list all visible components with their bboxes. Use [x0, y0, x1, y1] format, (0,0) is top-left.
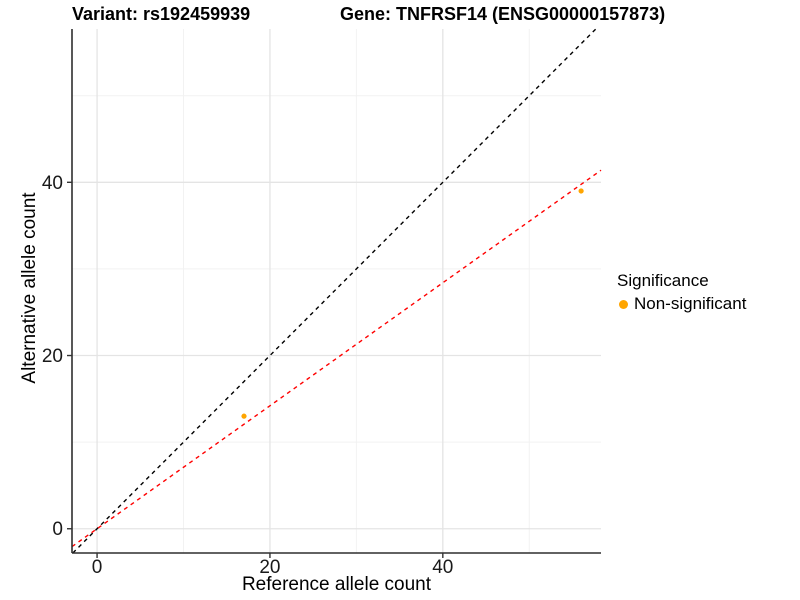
- x-tick-label: 20: [259, 557, 280, 578]
- variant-title: Variant: rs192459939: [72, 4, 251, 24]
- y-tick-label: 40: [42, 173, 63, 194]
- fit-line: [71, 169, 602, 548]
- x-tick-label: 40: [432, 557, 453, 578]
- x-axis-title: Reference allele count: [241, 574, 432, 595]
- legend-key-dot: [619, 299, 628, 309]
- legend-item-label: Non-significant: [634, 294, 747, 313]
- identity-line: [72, 28, 597, 554]
- legend-title: Significance: [617, 271, 709, 290]
- legend: Significance Non-significant: [617, 271, 746, 314]
- gene-title: Gene: TNFRSF14 (ENSG00000157873): [340, 4, 666, 24]
- data-point: [578, 188, 584, 194]
- y-tick-label: 20: [42, 346, 63, 367]
- y-tick-label: 0: [52, 519, 63, 540]
- data-point: [241, 413, 247, 419]
- legend-item-non-significant: Non-significant: [617, 294, 746, 314]
- y-axis-title: Alternative allele count: [19, 192, 40, 384]
- x-tick-label: 0: [92, 557, 103, 578]
